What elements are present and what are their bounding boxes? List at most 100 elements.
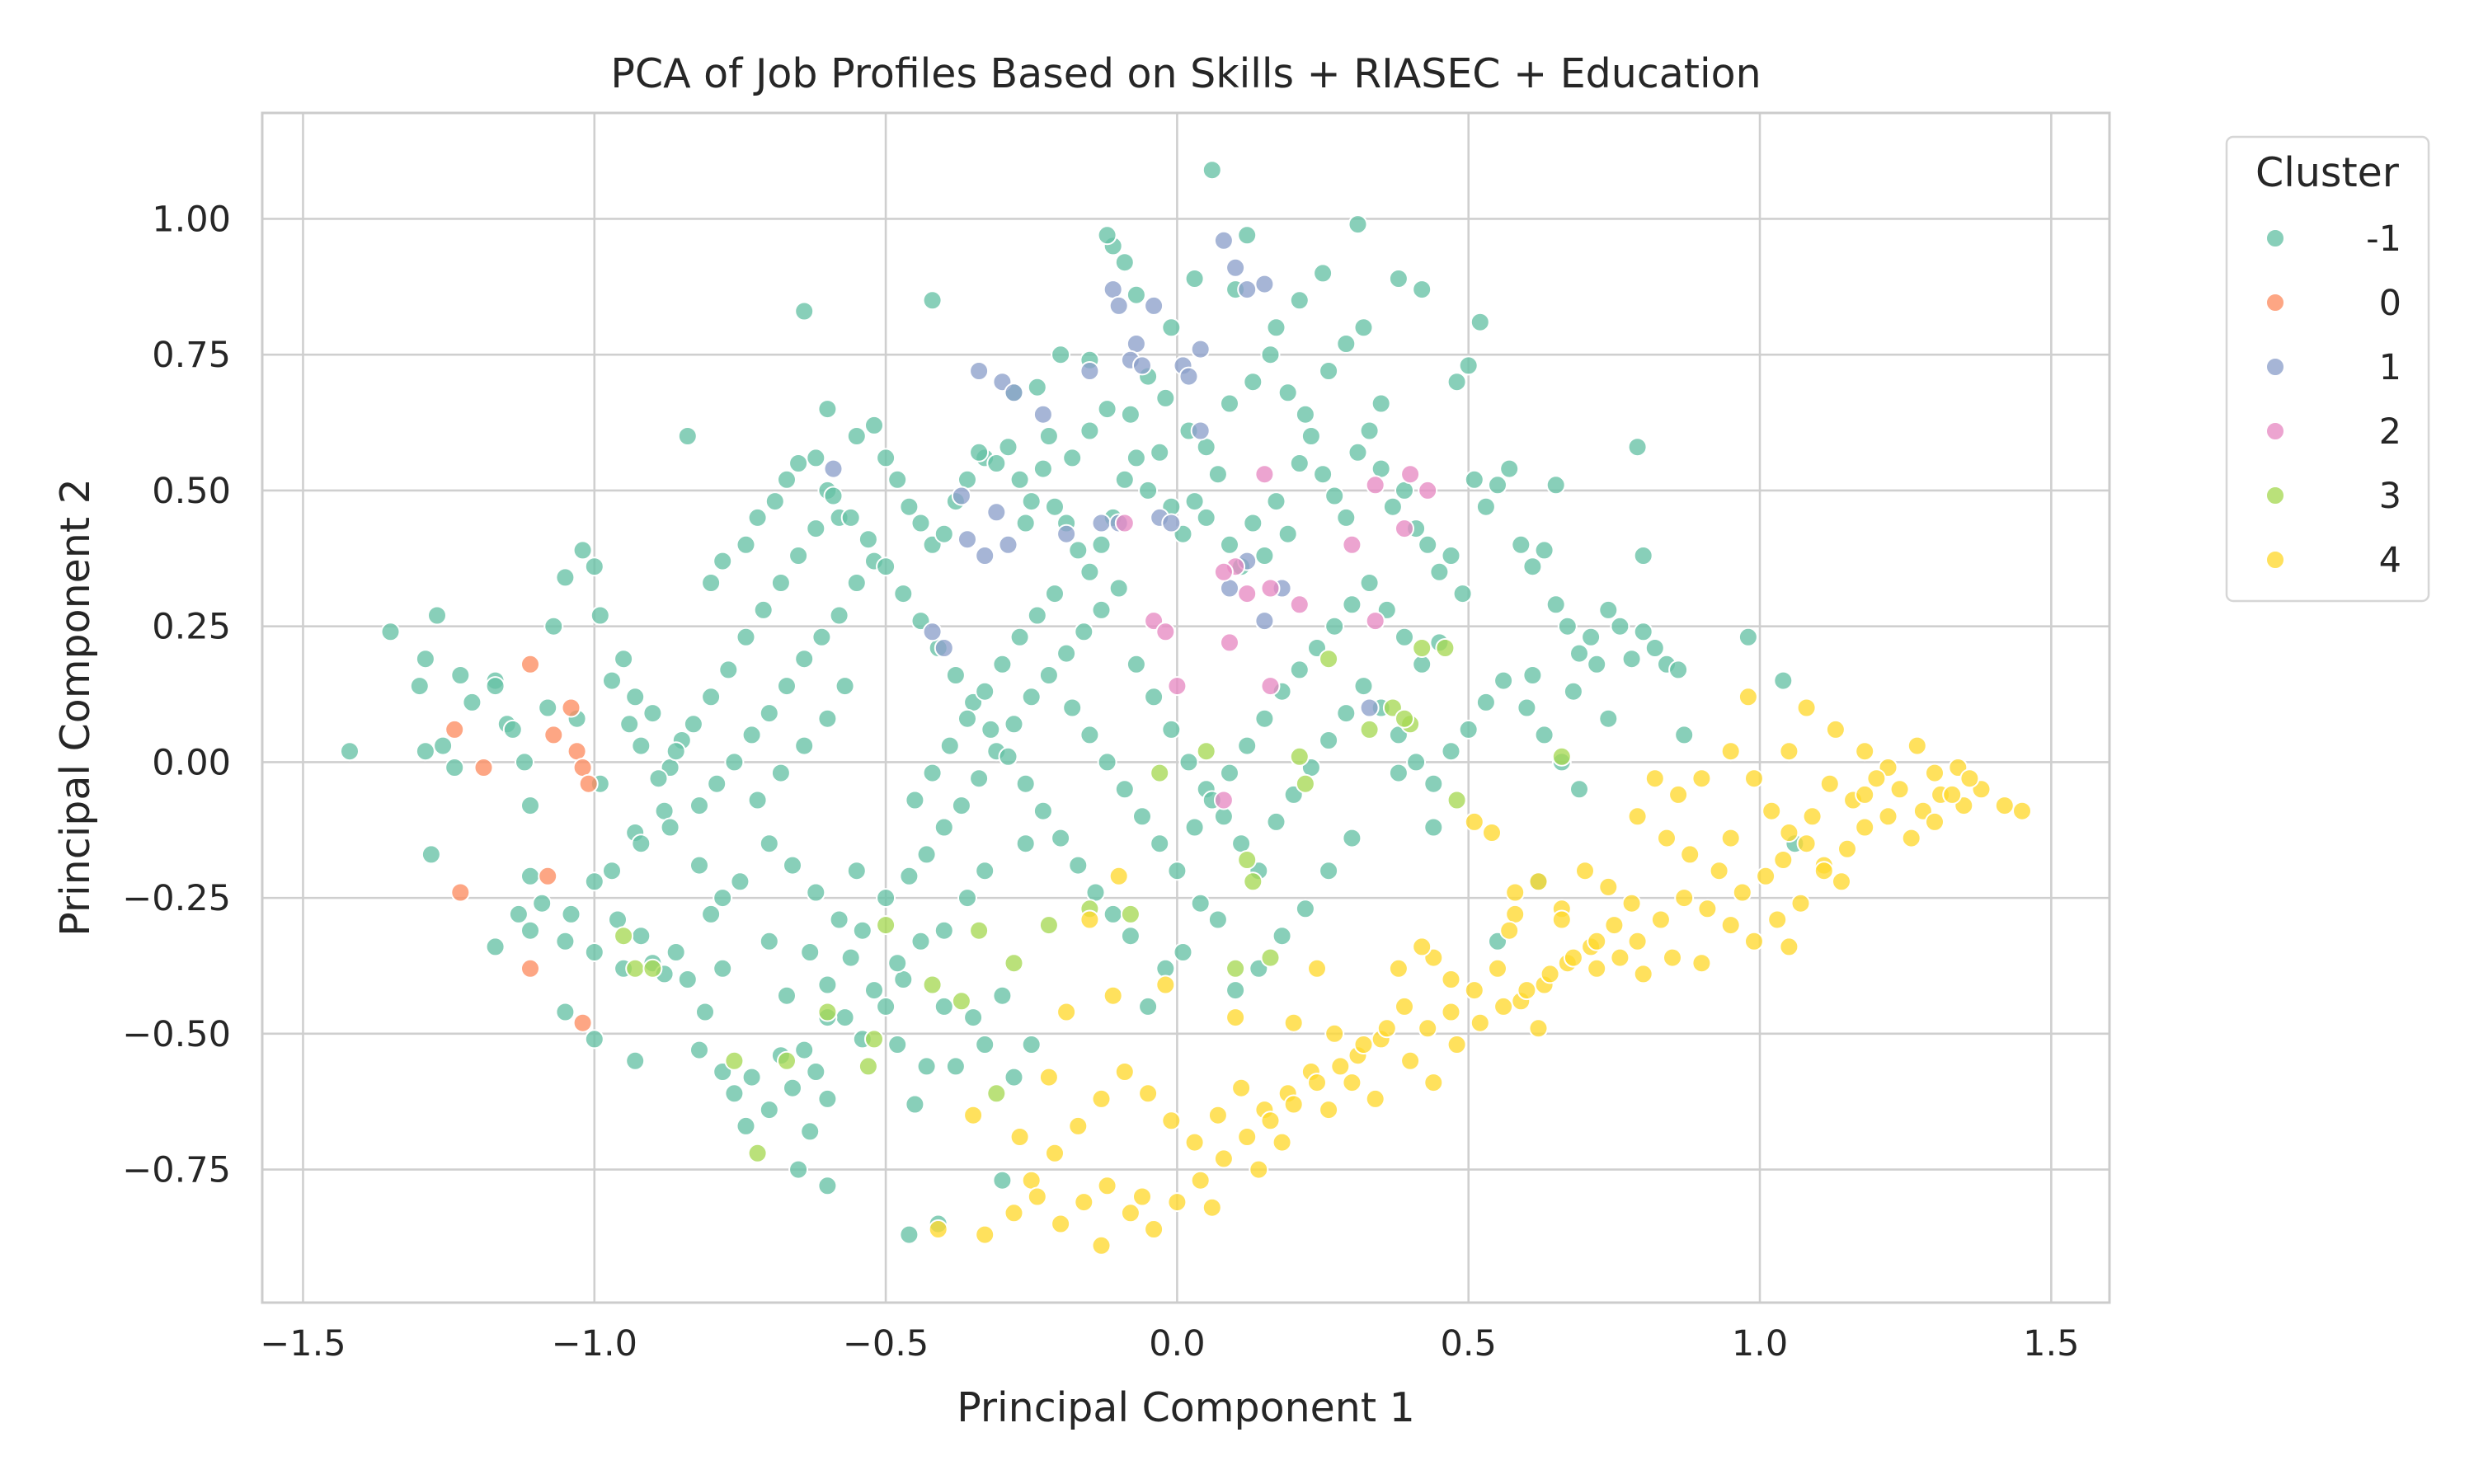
scatter-point-cluster-4 xyxy=(1342,1073,1362,1093)
scatter-point-cluster--1 xyxy=(631,735,651,756)
scatter-point-cluster--1 xyxy=(1173,942,1193,962)
scatter-point-cluster--1 xyxy=(1412,279,1432,300)
scatter-point-cluster--1 xyxy=(1598,599,1619,620)
scatter-point-cluster-4 xyxy=(1587,931,1607,951)
scatter-point-cluster--1 xyxy=(1015,834,1036,854)
scatter-point-cluster-1 xyxy=(1190,420,1211,441)
scatter-point-cluster--1 xyxy=(969,442,990,463)
scatter-point-cluster-3 xyxy=(1412,638,1432,658)
scatter-point-cluster-1 xyxy=(951,486,971,506)
scatter-point-cluster-1 xyxy=(1132,355,1152,376)
scatter-point-cluster--1 xyxy=(1103,904,1123,924)
scatter-point-cluster--1 xyxy=(747,507,768,528)
scatter-point-cluster-2 xyxy=(1342,534,1362,555)
scatter-point-cluster-4 xyxy=(1167,1192,1188,1213)
scatter-point-cluster-4 xyxy=(1441,970,1461,989)
scatter-point-cluster--1 xyxy=(1738,627,1758,647)
scatter-point-cluster-0 xyxy=(572,1012,593,1033)
scatter-point-cluster--1 xyxy=(1569,779,1589,800)
scatter-point-cluster--1 xyxy=(741,1067,762,1087)
scatter-point-cluster-4 xyxy=(1627,931,1648,951)
scatter-point-cluster-3 xyxy=(1237,850,1258,870)
scatter-point-cluster--1 xyxy=(759,834,779,854)
scatter-point-cluster-1 xyxy=(1108,295,1129,316)
scatter-point-cluster--1 xyxy=(1032,458,1053,479)
scatter-point-cluster-4 xyxy=(1627,806,1648,827)
scatter-point-cluster--1 xyxy=(1423,817,1444,838)
scatter-point-cluster-4 xyxy=(1802,806,1823,827)
scatter-point-cluster-4 xyxy=(1779,741,1799,762)
legend-label-cluster--1: -1 xyxy=(2366,218,2401,260)
scatter-point-cluster--1 xyxy=(1319,361,1339,381)
scatter-point-cluster--1 xyxy=(584,871,604,892)
scatter-point-cluster-4 xyxy=(1499,920,1520,941)
scatter-point-cluster--1 xyxy=(1045,496,1065,517)
scatter-point-cluster--1 xyxy=(654,801,675,821)
scatter-point-cluster--1 xyxy=(1423,773,1444,794)
scatter-point-cluster-2 xyxy=(1213,561,1234,582)
scatter-point-cluster--1 xyxy=(905,790,925,810)
scatter-point-cluster--1 xyxy=(1056,643,1077,664)
legend-box xyxy=(2225,135,2430,603)
scatter-point-cluster-4 xyxy=(1353,1035,1374,1054)
scatter-point-cluster--1 xyxy=(1511,534,1531,555)
scatter-point-cluster--1 xyxy=(515,752,534,773)
scatter-point-cluster--1 xyxy=(1545,475,1566,495)
scatter-point-cluster--1 xyxy=(1289,660,1310,680)
scatter-point-cluster-3 xyxy=(1446,790,1467,810)
scatter-point-cluster--1 xyxy=(922,763,943,783)
scatter-point-cluster-3 xyxy=(642,958,663,979)
scatter-point-cluster--1 xyxy=(887,1035,908,1054)
scatter-point-cluster-4 xyxy=(1505,904,1526,924)
scatter-point-cluster-4 xyxy=(1767,909,1788,930)
scatter-point-cluster--1 xyxy=(1051,828,1071,848)
scatter-point-cluster-1 xyxy=(1004,383,1024,403)
legend-marker-cluster-2 xyxy=(2265,421,2285,441)
scatter-point-cluster-0 xyxy=(567,741,587,762)
y-tick-label: −0.25 xyxy=(122,878,231,919)
scatter-point-cluster--1 xyxy=(555,931,576,951)
scatter-point-cluster--1 xyxy=(1150,442,1170,463)
scatter-point-cluster-3 xyxy=(1196,741,1216,762)
scatter-point-cluster--1 xyxy=(975,861,995,881)
scatter-point-cluster--1 xyxy=(1353,676,1374,697)
scatter-point-cluster--1 xyxy=(1004,1067,1024,1087)
scatter-point-cluster-4 xyxy=(1925,763,1945,783)
scatter-point-cluster--1 xyxy=(829,909,849,930)
scatter-point-cluster--1 xyxy=(1237,735,1258,756)
scatter-point-cluster--1 xyxy=(777,469,797,490)
scatter-point-cluster--1 xyxy=(905,1094,925,1115)
scatter-point-cluster--1 xyxy=(1114,252,1135,273)
scatter-point-cluster--1 xyxy=(427,605,447,626)
scatter-point-cluster-1 xyxy=(1032,404,1053,425)
legend-label-cluster-0: 0 xyxy=(2379,283,2401,324)
scatter-point-cluster--1 xyxy=(747,790,768,810)
scatter-point-cluster--1 xyxy=(1633,622,1653,642)
scatter-point-cluster-3 xyxy=(864,1029,884,1050)
scatter-point-cluster-3 xyxy=(625,958,646,979)
scatter-point-cluster--1 xyxy=(811,627,832,647)
scatter-point-cluster--1 xyxy=(759,1100,779,1120)
scatter-point-cluster--1 xyxy=(899,496,920,517)
scatter-point-cluster--1 xyxy=(794,1040,815,1060)
scatter-point-cluster-4 xyxy=(1621,893,1642,913)
scatter-point-cluster-1 xyxy=(975,546,995,566)
scatter-point-cluster--1 xyxy=(1015,773,1036,794)
scatter-point-cluster--1 xyxy=(695,1002,715,1022)
scatter-point-cluster--1 xyxy=(794,649,815,669)
scatter-point-cluster--1 xyxy=(1382,496,1403,517)
scatter-point-cluster-3 xyxy=(724,1050,745,1071)
scatter-point-cluster-4 xyxy=(1819,773,1840,794)
scatter-point-cluster--1 xyxy=(1114,469,1135,490)
scatter-point-cluster--1 xyxy=(648,768,669,789)
scatter-point-cluster--1 xyxy=(840,507,861,528)
scatter-point-cluster-0 xyxy=(520,958,540,979)
scatter-point-cluster-4 xyxy=(1108,866,1129,886)
scatter-point-cluster--1 xyxy=(1610,616,1630,636)
scatter-point-cluster-4 xyxy=(1120,1203,1141,1223)
scatter-point-cluster-3 xyxy=(1289,746,1310,767)
scatter-point-cluster--1 xyxy=(759,703,779,724)
y-axis-ticks: 1.00 0.75 0.50 0.25 0.00 −0.25 −0.50 −0.75 xyxy=(122,199,231,1190)
scatter-point-cluster-1 xyxy=(1056,524,1077,544)
scatter-point-cluster--1 xyxy=(689,796,709,816)
